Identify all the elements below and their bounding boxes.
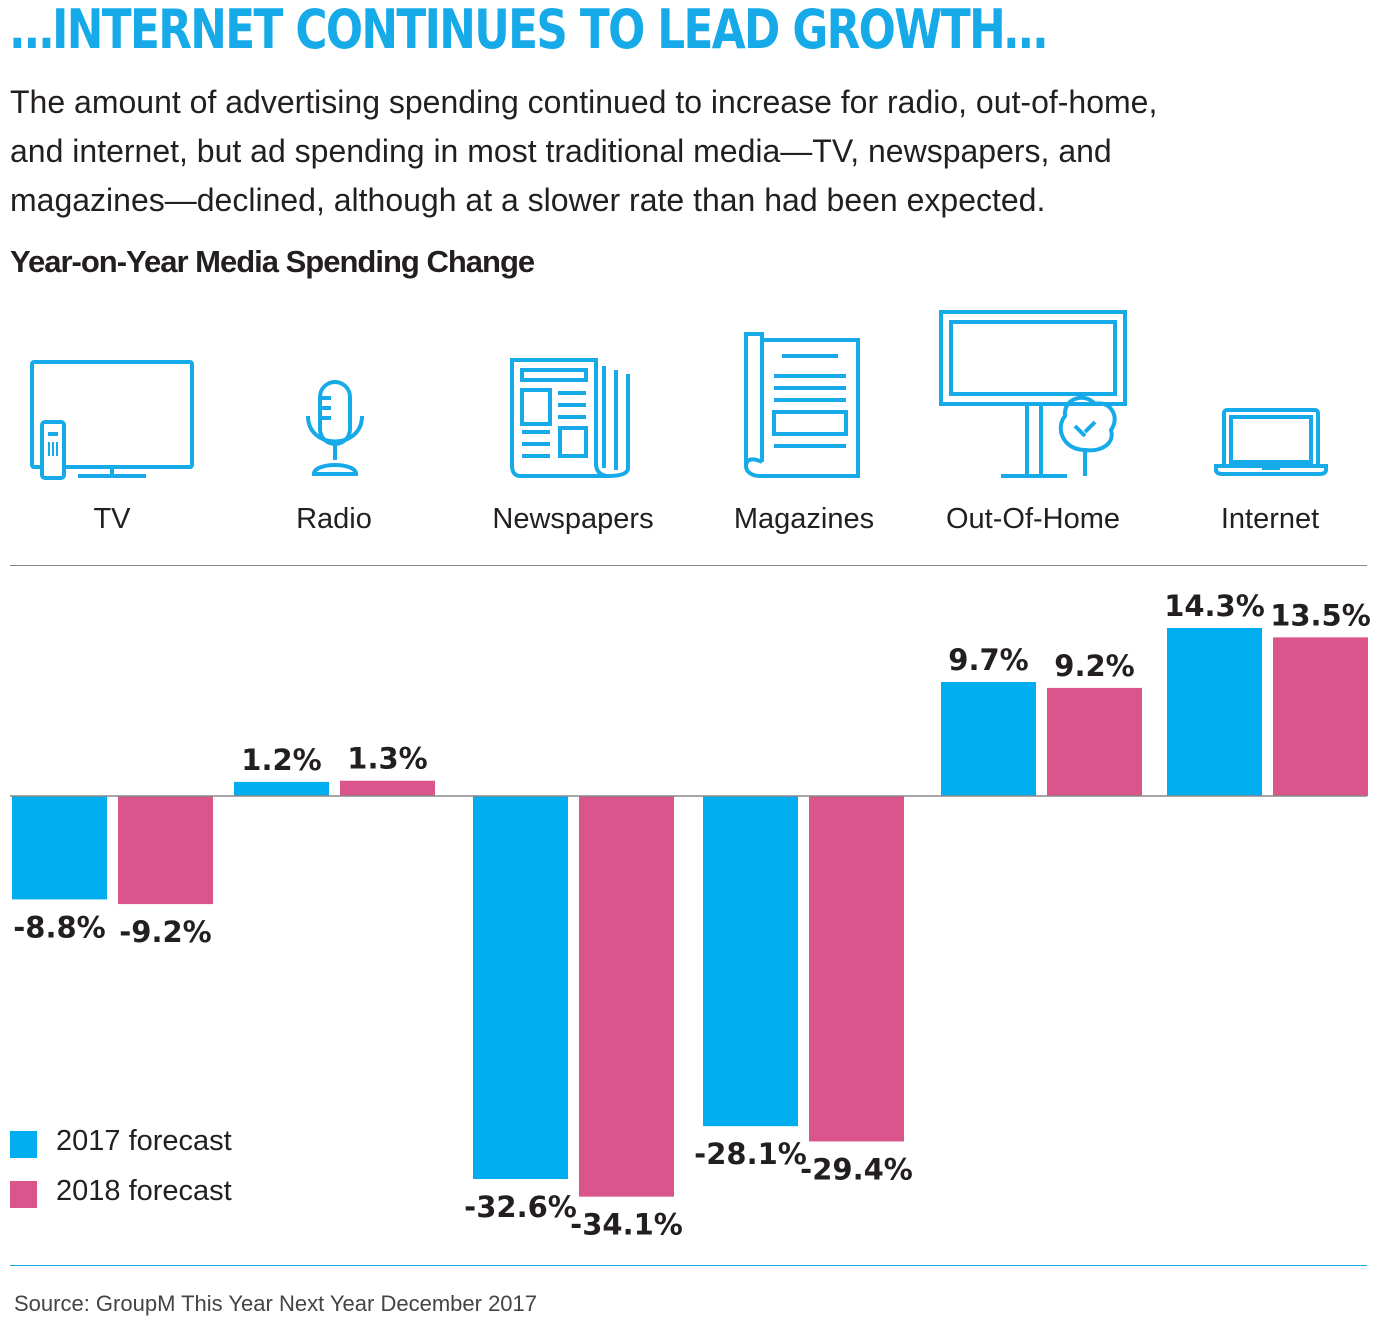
- category-label-radio: Radio: [296, 503, 372, 535]
- data-label-internet-2018: 13.5%: [1270, 598, 1371, 632]
- category-label-out-of-home: Out-Of-Home: [945, 503, 1121, 535]
- data-label-out-of-home-2017: 9.7%: [948, 643, 1028, 677]
- bar-internet-2018: [1273, 637, 1368, 796]
- data-label-tv-2018: -9.2%: [119, 915, 211, 949]
- legend-swatch-2018: [10, 1181, 37, 1208]
- bar-radio-2017: [234, 781, 329, 796]
- bottom-divider: [10, 1265, 1367, 1266]
- data-label-internet-2017: 14.3%: [1164, 589, 1265, 623]
- category-label-tv: TV: [93, 503, 131, 535]
- billboard-icon: [937, 308, 1133, 485]
- category-label-magazines: Magazines: [733, 503, 875, 535]
- data-label-newspapers-2017: -32.6%: [464, 1190, 577, 1224]
- headline: …INTERNET CONTINUES TO LEAD GROWTH…: [10, 0, 1048, 61]
- laptop-icon: [1214, 406, 1330, 481]
- magazine-icon: [742, 330, 862, 485]
- bar-magazines-2018: [809, 796, 904, 1142]
- bar-tv-2018: [118, 796, 213, 905]
- newspaper-icon: [508, 356, 640, 485]
- legend-swatch-2017: [10, 1131, 37, 1158]
- microphone-icon: [300, 378, 370, 483]
- data-label-magazines-2018: -29.4%: [800, 1152, 913, 1186]
- bar-magazines-2017: [703, 796, 798, 1127]
- bar-internet-2017: [1167, 627, 1262, 796]
- data-label-radio-2018: 1.3%: [347, 742, 427, 776]
- bar-newspapers-2017: [473, 796, 568, 1180]
- bar-newspapers-2018: [579, 796, 674, 1197]
- intro-line-1: The amount of advertising spending conti…: [10, 84, 1158, 120]
- bar-out-of-home-2017: [941, 682, 1036, 796]
- category-label-internet: Internet: [1220, 503, 1320, 535]
- bar-out-of-home-2018: [1047, 687, 1142, 796]
- tv-icon: [28, 358, 198, 485]
- category-label-newspapers: Newspapers: [492, 503, 654, 535]
- data-label-newspapers-2018: -34.1%: [570, 1208, 683, 1242]
- data-label-out-of-home-2018: 9.2%: [1054, 649, 1134, 683]
- intro-line-3: magazines—declined, although at a slower…: [10, 182, 1046, 218]
- bar-radio-2018: [340, 780, 435, 796]
- bar-tv-2017: [12, 796, 107, 900]
- chart-title: Year-on-Year Media Spending Change: [10, 244, 535, 279]
- top-divider: [10, 565, 1367, 566]
- legend-label-2017: 2017 forecast: [56, 1125, 232, 1157]
- intro-line-2: and internet, but ad spending in most tr…: [10, 133, 1112, 169]
- legend-label-2018: 2018 forecast: [56, 1175, 232, 1207]
- data-label-magazines-2017: -28.1%: [694, 1137, 807, 1171]
- data-label-radio-2017: 1.2%: [241, 743, 321, 777]
- source-note: Source: GroupM This Year Next Year Decem…: [14, 1291, 538, 1316]
- data-label-tv-2017: -8.8%: [13, 910, 105, 944]
